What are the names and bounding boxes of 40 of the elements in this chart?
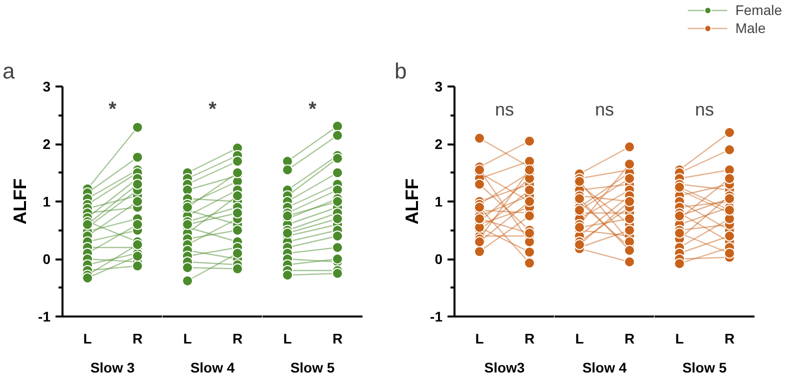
x-tick-label: L	[183, 330, 192, 346]
y-tick-label: 0	[42, 251, 51, 267]
chart-title: a	[2, 58, 16, 84]
x-tick-label: R	[232, 330, 243, 346]
y-axis-title: ALFF	[10, 178, 30, 224]
y-axis-title: ALFF	[402, 178, 422, 224]
x-tick-label: R	[624, 330, 635, 346]
x-tick-label: R	[132, 330, 143, 346]
x-tick-label: R	[724, 330, 735, 346]
annotation: *	[108, 98, 117, 120]
x-tick-label: L	[675, 330, 684, 346]
x-axis-title: Slow 4	[190, 360, 235, 376]
x-tick-label: R	[332, 330, 343, 346]
x-axis-title: Slow 5	[682, 360, 727, 376]
y-tick-label: 3	[42, 78, 51, 94]
annotation: ns	[494, 100, 514, 120]
y-tick-label: 2	[434, 136, 443, 152]
x-axis-title: Slow3	[484, 360, 525, 376]
x-tick-label: L	[83, 330, 92, 346]
annotation: *	[208, 98, 217, 120]
x-axis-title: Slow 3	[90, 360, 135, 376]
annotation: ns	[594, 100, 614, 120]
y-tick-label: 0	[434, 251, 443, 267]
x-tick-label: R	[524, 330, 535, 346]
x-tick-label: L	[575, 330, 584, 346]
y-tick-label: 1	[434, 194, 443, 210]
chart-title: b	[394, 58, 407, 84]
x-axis-title: Slow 5	[290, 360, 335, 376]
x-tick-label: L	[475, 330, 484, 346]
y-tick-label: -1	[430, 308, 443, 324]
y-tick-label: 2	[42, 136, 51, 152]
x-tick-label: L	[283, 330, 292, 346]
y-tick-label: 3	[434, 78, 443, 94]
annotation: *	[308, 98, 317, 120]
y-tick-label: 1	[42, 194, 51, 210]
y-tick-label: -1	[38, 308, 51, 324]
legend-label: Female	[735, 2, 782, 18]
legend-label: Male	[735, 20, 766, 36]
x-axis-title: Slow 4	[582, 360, 627, 376]
annotation: ns	[694, 100, 714, 120]
